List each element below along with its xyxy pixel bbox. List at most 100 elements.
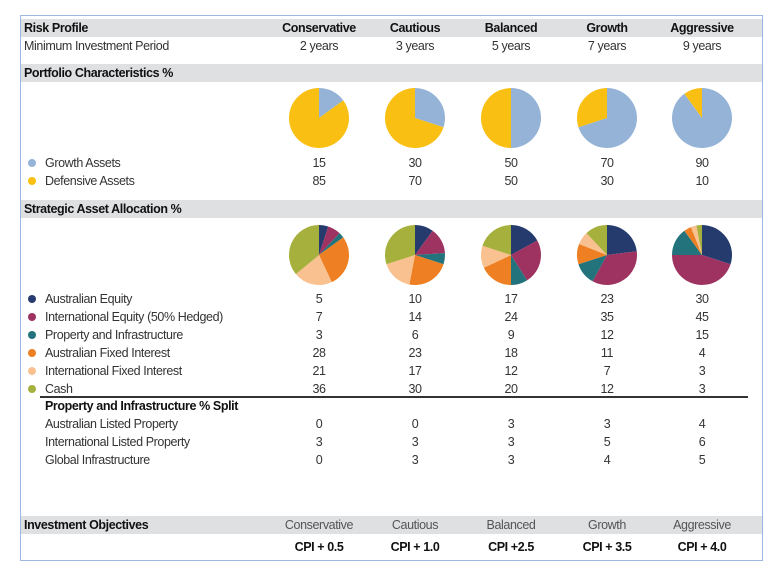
row-value: 7	[315, 310, 323, 324]
row-label: Global Infrastructure	[45, 453, 150, 467]
profile-table-frame	[20, 15, 763, 561]
pie-slice	[319, 226, 340, 255]
row-value: 30	[600, 174, 614, 188]
objective-target: CPI +2.5	[488, 540, 534, 554]
risk-profile-label: Risk Profile	[24, 21, 88, 35]
pie-slice	[577, 88, 607, 128]
pie-slice	[592, 251, 637, 286]
objective-target: CPI + 0.5	[294, 540, 344, 554]
row-label: Growth Assets	[45, 156, 121, 170]
row-label: Australian Equity	[45, 292, 132, 306]
pie-slice	[385, 88, 444, 148]
row-value: 0	[411, 417, 419, 431]
row-value: 10	[408, 292, 422, 306]
row-value: 23	[408, 346, 422, 360]
data-row: International Equity (50% Hedged) 7 14 24 35…	[21, 308, 762, 326]
min-period-row: Minimum Investment Period 2 years 3 year…	[21, 37, 762, 55]
row-value: 5	[315, 292, 323, 306]
row-value: 9	[507, 328, 515, 342]
row-value: 12	[600, 382, 614, 396]
pie-slice	[578, 88, 637, 148]
row-value: 18	[504, 346, 518, 360]
pie-slice	[511, 255, 528, 285]
row-value: 12	[504, 364, 518, 378]
row-label: Australian Listed Property	[45, 417, 178, 431]
row-value: 50	[504, 174, 518, 188]
pie-slice	[577, 243, 607, 265]
pie-slice	[579, 233, 607, 255]
pie-slice	[586, 225, 607, 255]
pie-slice	[415, 88, 445, 128]
row-value: 24	[504, 310, 518, 324]
row-value: 70	[408, 174, 422, 188]
objectives-band	[21, 516, 762, 534]
pie-slice	[386, 255, 415, 285]
portfolio-pies	[289, 88, 732, 148]
legend-dot-icon	[28, 385, 36, 393]
data-row: Defensive Assets 85 70 50 30 10	[21, 172, 762, 190]
pie-slice	[672, 255, 731, 285]
row-value: 30	[695, 292, 709, 306]
row-value: 14	[408, 310, 422, 324]
pie-slice	[690, 225, 702, 255]
profile-header: Growth	[586, 21, 628, 35]
period-value: 3 years	[395, 39, 435, 53]
pie-slice	[415, 253, 445, 265]
legend-dot-icon	[28, 367, 36, 375]
pie-slice	[385, 225, 415, 265]
row-value: 30	[408, 382, 422, 396]
row-label: International Listed Property	[45, 435, 190, 449]
row-value: 4	[698, 417, 706, 431]
row-value: 17	[504, 292, 518, 306]
profile-header: Aggressive	[670, 21, 734, 35]
pie-slice	[289, 225, 319, 275]
row-label: Defensive Assets	[45, 174, 135, 188]
row-value: 11	[600, 346, 614, 360]
row-value: 90	[695, 156, 709, 170]
row-value: 3	[507, 417, 515, 431]
row-value: 5	[603, 435, 611, 449]
row-value: 3	[315, 435, 323, 449]
objective-profile: Growth	[588, 518, 626, 532]
pie-slice	[319, 237, 349, 283]
data-row: International Fixed Interest 21 17 12 7 3	[21, 362, 762, 380]
row-value: 3	[507, 435, 515, 449]
row-value: 85	[312, 174, 326, 188]
legend-dot-icon	[28, 349, 36, 357]
objective-target: CPI + 1.0	[390, 540, 440, 554]
row-label: International Fixed Interest	[45, 364, 182, 378]
row-value: 10	[695, 174, 709, 188]
data-row: Property and Infrastructure 3 6 9 12 15	[21, 326, 762, 344]
profile-header: Cautious	[389, 21, 441, 35]
row-label: International Equity (50% Hedged)	[45, 310, 223, 324]
objective-target: CPI + 3.5	[582, 540, 632, 554]
pie-slice	[319, 225, 329, 255]
data-row: Australian Listed Property 0 0 3 3 4	[21, 415, 762, 433]
targets-row: CPI + 0.5 CPI + 1.0 CPI +2.5 CPI + 3.5 C…	[21, 538, 762, 556]
row-label: Australian Fixed Interest	[45, 346, 170, 360]
row-value: 3	[603, 417, 611, 431]
profile-header: Balanced	[484, 21, 538, 35]
allocation-title: Strategic Asset Allocation %	[24, 202, 182, 216]
allocation-pies	[289, 225, 732, 286]
pie-slice	[702, 225, 732, 265]
row-value: 21	[312, 364, 326, 378]
data-row: International Listed Property 3 3 3 5 6	[21, 433, 762, 451]
row-value: 70	[600, 156, 614, 170]
data-row: Global Infrastructure 0 3 3 4 5	[21, 451, 762, 469]
pie-slice	[607, 225, 637, 255]
pie-slice	[482, 225, 511, 255]
legend-dot-icon	[28, 331, 36, 339]
row-value: 50	[504, 156, 518, 170]
row-value: 17	[408, 364, 422, 378]
row-value: 20	[504, 382, 518, 396]
row-value: 4	[603, 453, 611, 467]
pie-slice	[289, 88, 349, 148]
row-value: 15	[695, 328, 709, 342]
row-value: 45	[695, 310, 709, 324]
pie-slice	[483, 255, 511, 285]
legend-dot-icon	[28, 177, 36, 185]
row-label: Property and Infrastructure	[45, 328, 183, 342]
row-value: 5	[698, 453, 706, 467]
row-value: 3	[507, 453, 515, 467]
